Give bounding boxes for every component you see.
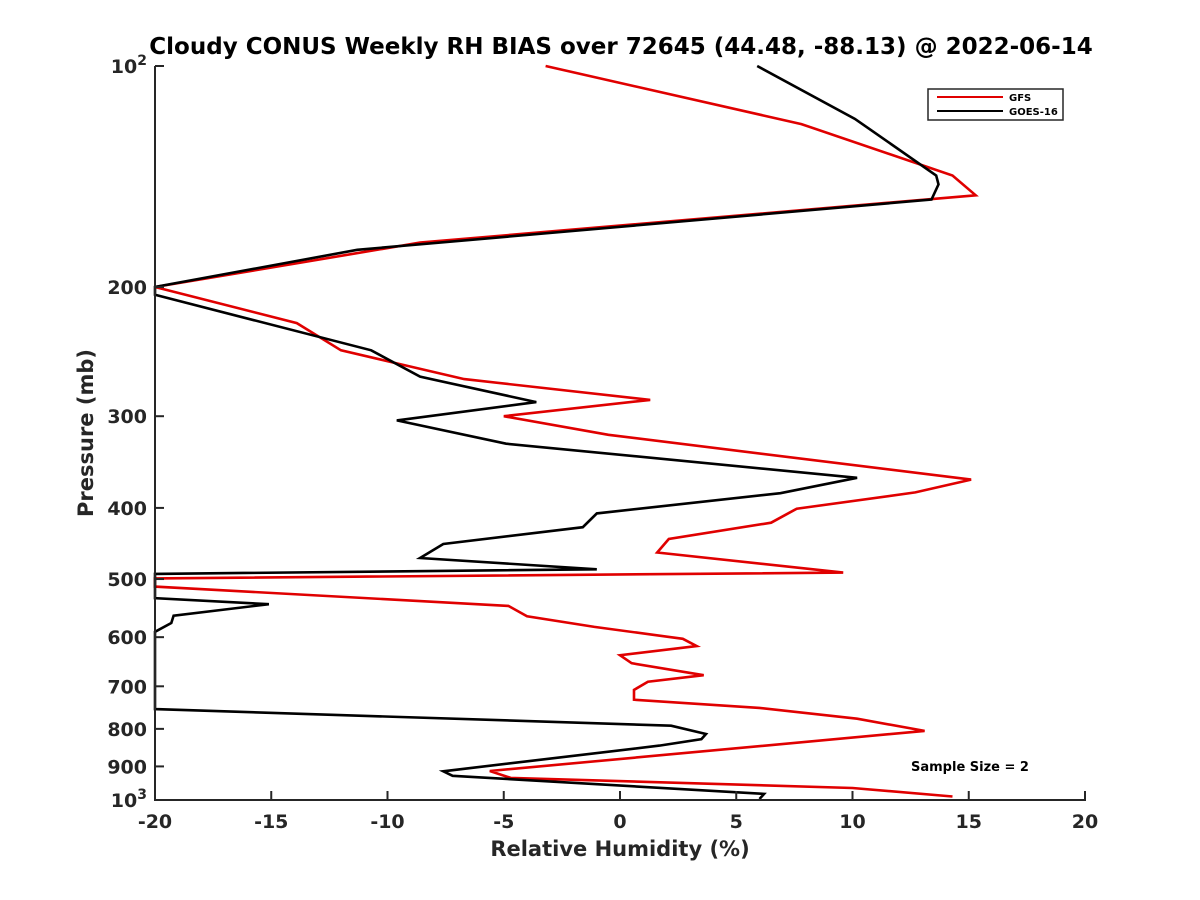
y-tick-label: 200 (107, 277, 147, 299)
legend: GFS GOES-16 (927, 88, 1064, 121)
y-tick-label: 800 (107, 719, 147, 741)
y-tick-label: 102 (111, 53, 147, 78)
x-tick-label: 10 (839, 811, 865, 833)
x-tick-label: 20 (1072, 811, 1098, 833)
y-tick-label: 700 (107, 676, 147, 698)
x-axis-ticks: -20 -15 -10 -5 0 5 10 15 20 (138, 791, 1098, 833)
series-line-goes16 (153, 64, 940, 800)
y-tick-label: 900 (107, 756, 147, 778)
x-axis-label: Relative Humidity (%) (490, 837, 749, 861)
legend-box (927, 88, 1064, 121)
sample-size-annotation: Sample Size = 2 (911, 760, 1029, 775)
x-tick-label: -10 (370, 811, 404, 833)
x-tick-label: -15 (254, 811, 288, 833)
y-tick-label: 103 (111, 787, 147, 812)
legend-label-gfs: GFS (1009, 93, 1031, 104)
legend-label-goes16: GOES-16 (1009, 107, 1058, 118)
y-tick-label: 400 (107, 498, 147, 520)
chart-title: Cloudy CONUS Weekly RH BIAS over 72645 (… (149, 34, 1092, 60)
x-tick-label: -20 (138, 811, 172, 833)
y-axis-ticks: 102 200 300 400 500 600 700 800 900 103 (107, 53, 164, 812)
y-tick-label: 500 (107, 569, 147, 591)
x-tick-label: 5 (730, 811, 743, 833)
x-tick-label: 0 (613, 811, 626, 833)
y-axis-label: Pressure (mb) (74, 349, 98, 517)
x-tick-label: -5 (493, 811, 514, 833)
y-tick-label: 600 (107, 627, 147, 649)
x-tick-label: 15 (956, 811, 982, 833)
y-tick-label: 300 (107, 406, 147, 428)
